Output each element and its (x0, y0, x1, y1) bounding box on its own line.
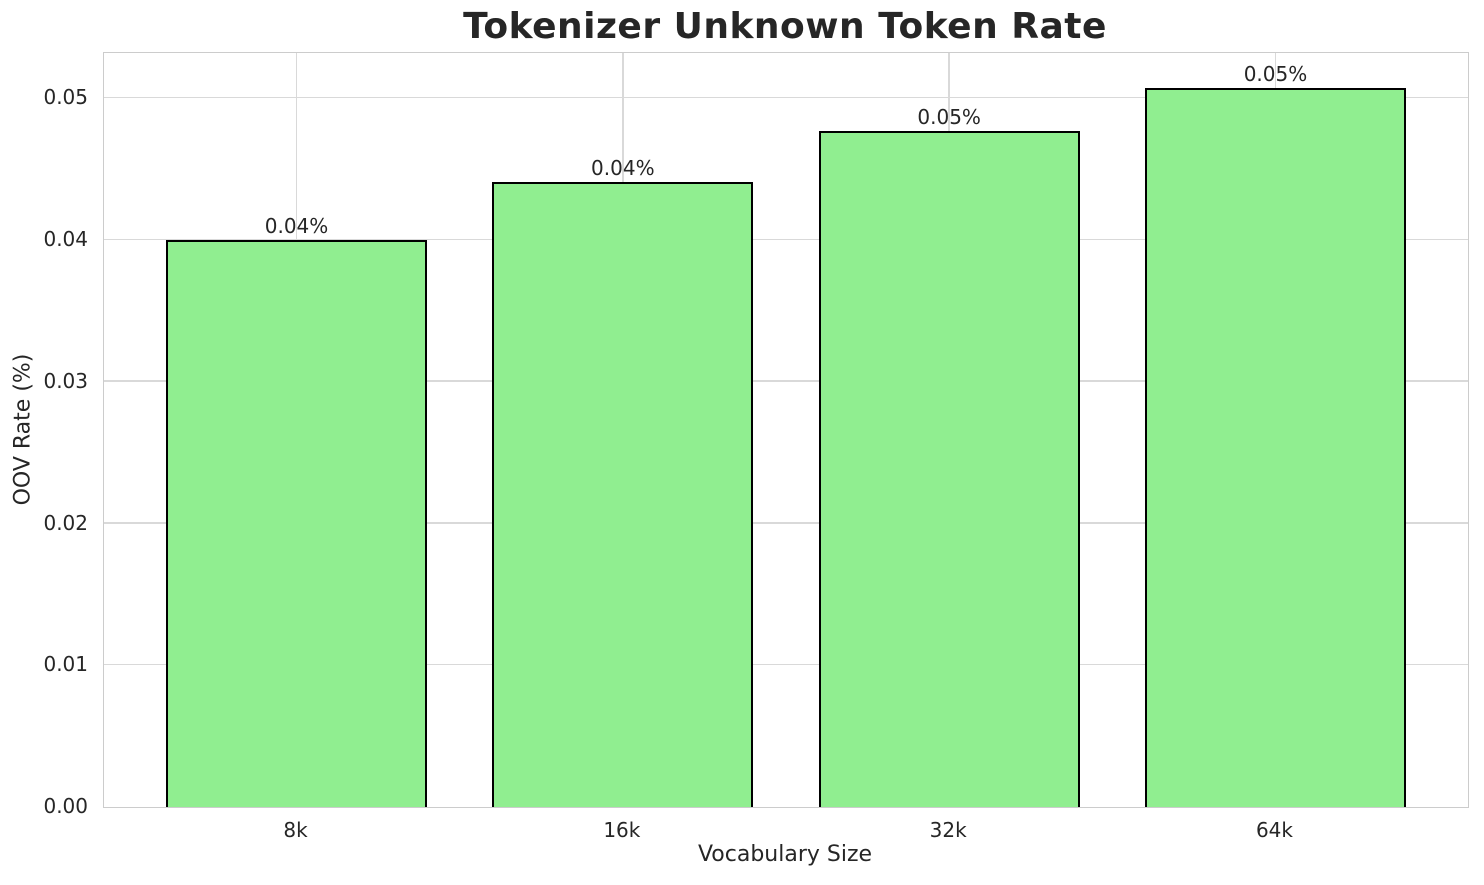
bar-value-label: 0.05% (1243, 62, 1308, 87)
bar-value-label: 0.04% (264, 214, 329, 239)
y-gridline (104, 238, 1468, 241)
bar-value-label: 0.05% (917, 104, 981, 129)
bar-32k (818, 130, 1080, 807)
y-tick-label: 0.03 (43, 368, 88, 393)
bar-16k (492, 181, 754, 807)
y-gridline (104, 663, 1468, 666)
chart-title: Tokenizer Unknown Token Rate (463, 6, 1107, 47)
y-gridline (104, 522, 1468, 524)
y-tick-label: 0.04 (43, 227, 88, 252)
bar-value-label: 0.04% (591, 155, 655, 180)
x-axis-label: Vocabulary Size (697, 842, 873, 867)
x-tick-label: 8k (283, 818, 308, 842)
y-gridline (104, 380, 1468, 382)
y-tick-label: 0.02 (43, 510, 88, 535)
x-tick-label: 16k (603, 818, 641, 842)
y-tick-label: 0.01 (43, 652, 88, 677)
plot-area: 0.04% 0.04% 0.05% 0.05% (103, 52, 1469, 808)
x-tick-label: 32k (929, 818, 967, 842)
y-gridline (104, 96, 1468, 99)
bar-64k (1144, 88, 1406, 807)
bar-8k (166, 240, 428, 807)
y-axis-label: OOV Rate (%) (0, 52, 46, 806)
x-tick-label: 64k (1255, 818, 1293, 842)
y-tick-label: 0.05 (43, 85, 88, 110)
y-tick-label: 0.00 (43, 794, 88, 818)
